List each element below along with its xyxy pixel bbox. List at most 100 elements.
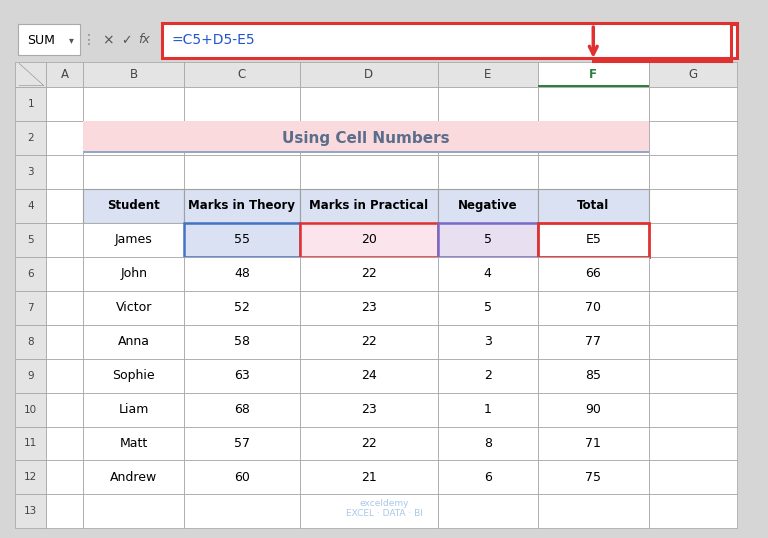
Bar [15,223,46,257]
Bar [300,359,438,393]
Bar [300,155,438,189]
Bar [83,257,184,291]
Bar [46,325,83,359]
Bar [438,257,538,291]
Text: 24: 24 [361,369,376,382]
Bar [83,325,184,359]
Bar [438,62,538,87]
Bar [83,223,184,257]
Bar [83,393,184,427]
Bar [538,359,649,393]
Text: SUM: SUM [28,34,55,47]
Text: Sophie: Sophie [112,369,155,382]
Text: James: James [114,233,153,246]
Bar [0,19,768,62]
Bar [300,494,438,528]
Bar [649,359,737,393]
Bar [15,189,46,223]
Bar [15,325,46,359]
Text: 10: 10 [24,405,38,415]
Bar [46,155,83,189]
Bar [184,87,300,121]
Bar [300,121,438,155]
Bar [184,62,300,87]
Bar [538,85,649,87]
Bar [15,393,46,427]
Bar [538,121,649,155]
Text: 1: 1 [484,403,492,416]
Text: 5: 5 [484,233,492,246]
Text: 55: 55 [234,233,250,246]
Text: 75: 75 [585,471,601,484]
Bar [300,223,438,257]
Bar [649,494,737,528]
Text: 4: 4 [28,201,34,211]
Text: 70: 70 [585,301,601,314]
Text: E: E [484,68,492,81]
Bar [538,87,649,121]
Text: Using Cell Numbers: Using Cell Numbers [282,131,450,146]
Bar [46,427,83,461]
Bar [538,427,649,461]
Text: 9: 9 [28,371,34,380]
Bar [184,393,300,427]
Text: fx: fx [138,33,151,46]
Text: Matt: Matt [120,437,147,450]
Bar [46,87,83,121]
Bar [300,257,438,291]
Text: Marks in Practical: Marks in Practical [309,200,429,213]
Bar [300,325,438,359]
Text: C: C [238,68,246,81]
Text: 8: 8 [28,337,34,346]
Text: 3: 3 [28,167,34,177]
Text: 85: 85 [585,369,601,382]
Bar [83,359,184,393]
Text: 71: 71 [585,437,601,450]
Bar [46,189,83,223]
Text: Andrew: Andrew [110,471,157,484]
Text: 57: 57 [234,437,250,450]
Text: 63: 63 [234,369,250,382]
Bar [538,189,649,223]
Bar [538,359,649,393]
Text: Negative: Negative [458,200,518,213]
Bar [538,155,649,189]
Bar [300,189,438,223]
Bar [649,87,737,121]
Bar [538,291,649,325]
Bar [649,189,737,223]
Text: 77: 77 [585,335,601,348]
Text: 5: 5 [484,301,492,314]
Text: 52: 52 [234,301,250,314]
Bar [538,257,649,291]
Bar [184,325,300,359]
Bar [438,393,538,427]
Bar [538,223,649,257]
Bar [184,427,300,461]
Bar [83,121,184,155]
Bar [184,359,300,393]
Bar [438,461,538,494]
Text: 3: 3 [484,335,492,348]
Bar [649,121,737,155]
Bar [184,325,300,359]
Bar [83,291,184,325]
Text: 60: 60 [234,471,250,484]
Bar [184,257,300,291]
Bar [649,257,737,291]
Bar [438,427,538,461]
Text: 6: 6 [28,269,34,279]
Bar [83,62,184,87]
Bar [184,121,300,155]
Text: 2: 2 [28,133,34,143]
Bar [46,461,83,494]
Bar [83,189,184,223]
Bar [184,291,300,325]
Bar [538,223,649,257]
Bar [300,291,438,325]
Bar [300,427,438,461]
Bar [538,291,649,325]
Bar [83,257,184,291]
Text: Student: Student [108,200,160,213]
Bar [15,155,46,189]
